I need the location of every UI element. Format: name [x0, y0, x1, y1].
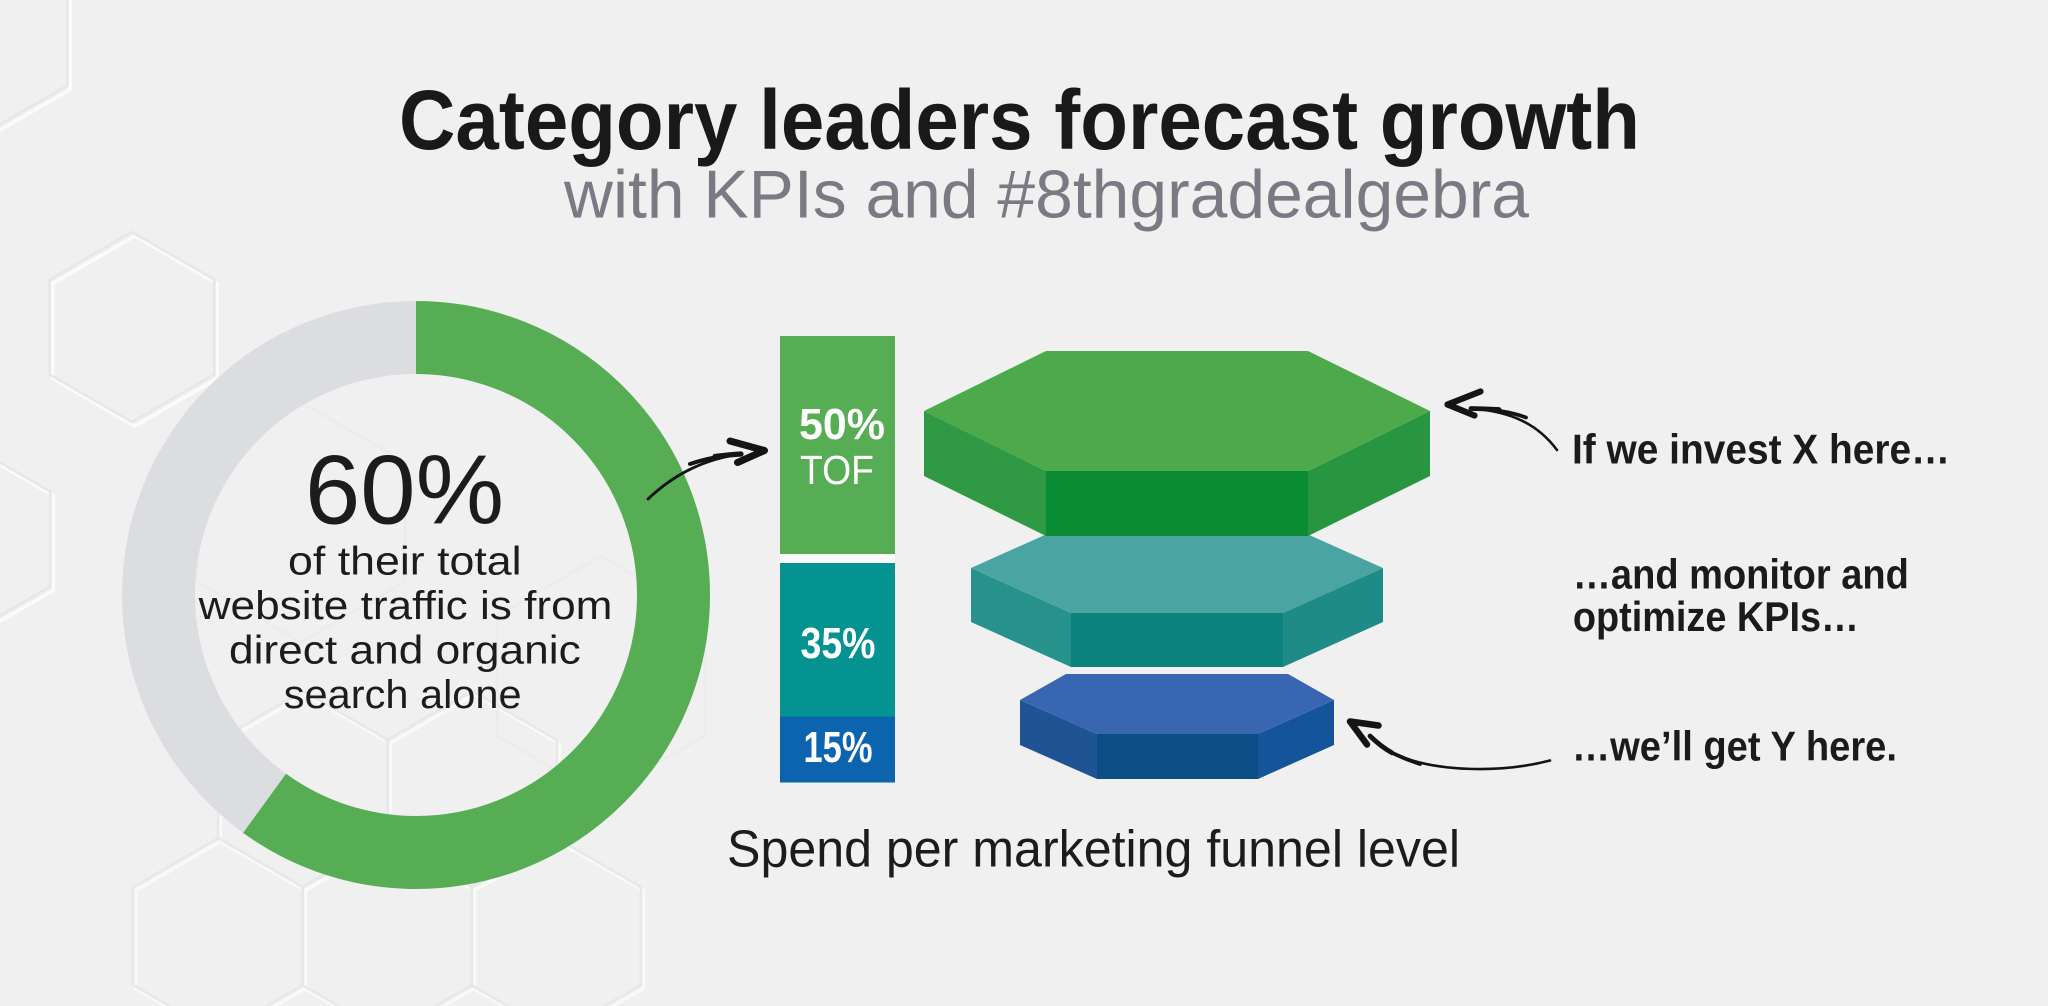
svg-text:35%: 35%: [801, 620, 876, 668]
svg-text:If we invest X here…: If we invest X here…: [1572, 426, 1950, 473]
svg-text:Category leaders forecast grow: Category leaders forecast growth: [399, 73, 1640, 167]
svg-text:of their total: of their total: [288, 540, 522, 584]
svg-text:website traffic is from: website traffic is from: [198, 584, 613, 628]
svg-text:direct and organic: direct and organic: [229, 628, 581, 672]
svg-text:optimize KPIs…: optimize KPIs…: [1573, 593, 1859, 640]
svg-text:TOF: TOF: [800, 447, 874, 493]
svg-text:Spend per marketing funnel lev: Spend per marketing funnel level: [727, 821, 1460, 879]
svg-text:with KPIs and #8thgradealgebra: with KPIs and #8thgradealgebra: [563, 158, 1529, 233]
svg-text:…and monitor and: …and monitor and: [1573, 551, 1909, 598]
svg-text:15%: 15%: [804, 724, 873, 772]
svg-text:…we’ll get Y here.: …we’ll get Y here.: [1572, 723, 1897, 770]
svg-text:search alone: search alone: [284, 673, 522, 717]
svg-text:50%: 50%: [799, 401, 885, 449]
svg-text:60%: 60%: [305, 435, 504, 545]
